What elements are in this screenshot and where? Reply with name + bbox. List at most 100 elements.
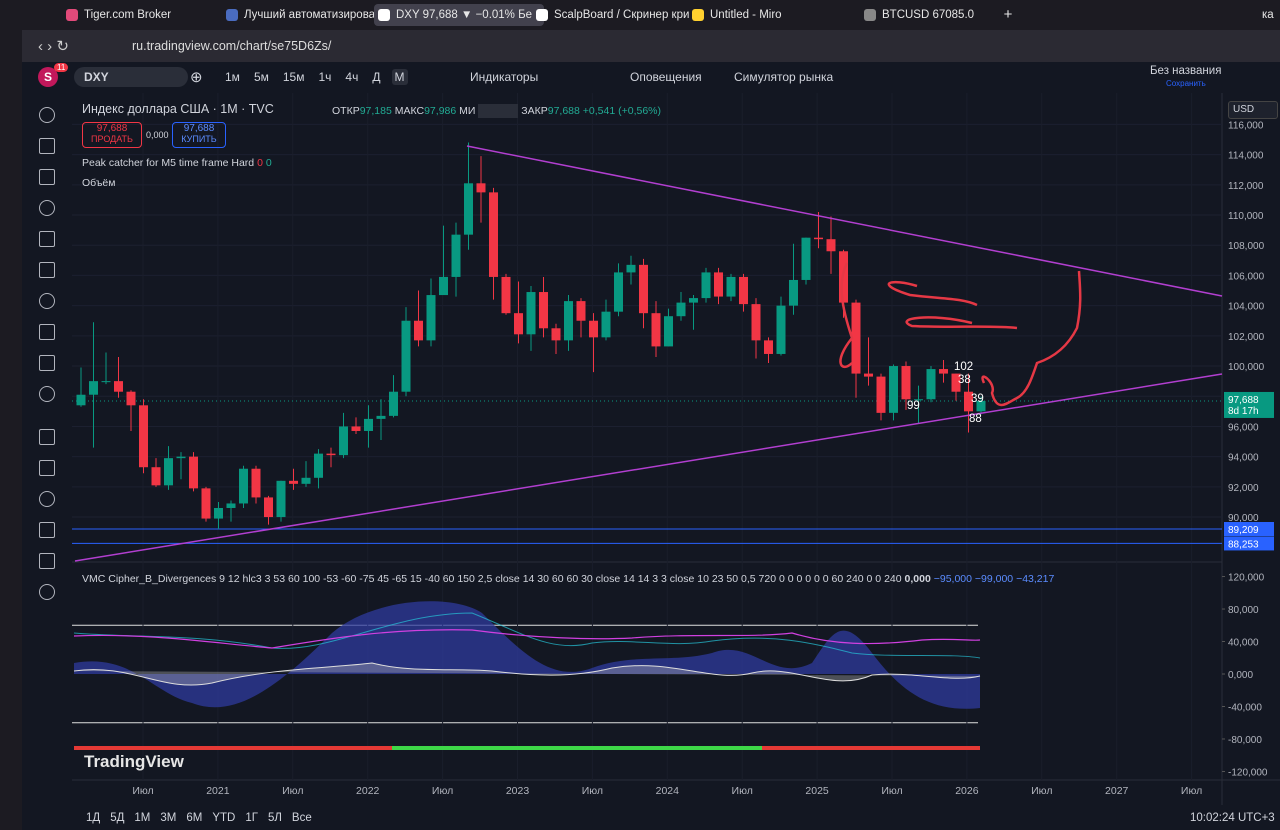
study-value: 0 [265,157,272,169]
browser-sidebar [0,0,22,830]
tab-title: BTCUSD 67085.0 [882,9,975,21]
trend-line [74,373,1223,562]
nav-buttons[interactable]: ‹ › ↻ [38,38,69,55]
indicators-button[interactable]: Индикаторы [470,70,539,84]
candle-body [426,295,436,341]
ohlc-value: 97,185 [359,104,392,117]
buy-button[interactable]: 97,688 КУПИТЬ [172,122,226,148]
range-button[interactable]: 5Л [267,812,282,824]
candle-body [689,298,698,303]
compare[interactable]: ⊕ [190,69,203,86]
avatar[interactable]: S [38,67,58,87]
candle-body [926,369,936,400]
range-button[interactable]: 5Д [110,812,125,824]
tool-icon[interactable] [39,584,55,600]
candle-body [701,272,711,299]
tool-icon[interactable] [39,138,55,154]
range-button[interactable]: 1Д [86,812,101,824]
tab-title: ScalpBoard / Скринер кри [554,9,690,21]
interval-button[interactable]: 4ч [345,70,359,84]
replay-button[interactable]: Симулятор рынка [734,70,834,84]
tool-icon[interactable] [39,460,55,476]
symbol-search[interactable]: DXY [74,67,188,87]
tab[interactable]: Tiger.com Broker [62,4,234,26]
interval-button[interactable]: 15м [282,70,305,84]
tool-icon[interactable] [39,386,55,402]
save-label[interactable]: Сохранить [1166,79,1206,88]
candle-body [576,301,586,321]
candle-annotation: 99 [907,400,920,412]
candle-body [914,399,923,401]
candle-body [501,276,511,314]
indicator-tick-label: 120,000 [1228,573,1265,584]
time-tick-label: 2022 [356,785,380,797]
candle-body [626,264,636,273]
candle-body [151,467,161,486]
candle-body [739,276,748,305]
tab[interactable]: ScalpBoard / Скринер кри [532,4,702,26]
tool-icon[interactable] [39,491,55,507]
candle-body [214,507,223,519]
candle-body [139,405,148,468]
tool-icon[interactable] [39,169,55,185]
candle-body [251,468,261,498]
interval-button[interactable]: 1м [225,70,240,84]
legend-title: Индекс доллара США · 1М · TVC [82,102,274,116]
new-tab[interactable]: + [1003,6,1013,23]
tab-title: Tiger.com Broker [84,9,172,21]
indicator-value: −95,000 [933,573,972,585]
price-tick-label: 90,000 [1228,513,1259,524]
candle-annotation: 39 [971,393,984,405]
range-button[interactable]: Все [291,812,312,824]
legend: Индекс доллара США · 1М · TVC [82,102,274,116]
currency-select[interactable]: USD [1228,101,1278,119]
sell-button[interactable]: 97,688 ПРОДАТЬ [82,122,142,148]
url[interactable]: ru.tradingview.com/chart/se75D6Zs/ [132,39,332,53]
candle-body [976,400,986,412]
range-button[interactable]: 6М [186,812,203,824]
hand-drawing [887,280,978,307]
tab[interactable]: DXY 97,688 ▼ −0.01% Бе [374,4,544,26]
layout-name[interactable]: Без названия [1150,65,1222,77]
tool-icon[interactable] [39,355,55,371]
candle-body [564,301,573,341]
interval-button[interactable]: 5м [253,70,269,84]
interval-button[interactable]: 1ч [318,70,332,84]
price-tick-label: 102,000 [1228,332,1265,343]
tool-icon[interactable] [39,231,55,247]
tab[interactable]: BTCUSD 67085.0 [860,4,1012,26]
profile[interactable]: ка [1262,9,1274,21]
range-button[interactable]: 3М [160,812,177,824]
hand-drawing [981,270,1082,407]
tab[interactable]: Untitled - Miro [688,4,850,26]
range-button[interactable]: YTD [212,812,236,824]
last-price-badge [1224,391,1274,418]
tool-icon[interactable] [39,429,55,445]
tab-title: Untitled - Miro [710,9,782,21]
alerts-button[interactable]: Оповещения [630,70,702,84]
price-tick-label: 106,000 [1228,271,1265,282]
range-button[interactable]: 1Г [245,812,258,824]
hand-drawing [839,262,854,369]
tool-icon[interactable] [39,262,55,278]
price-tick-label: 110,000 [1228,211,1264,222]
tool-icon[interactable] [39,107,55,123]
candle-body [164,458,173,486]
range-button[interactable]: 1М [134,812,151,824]
interval-button[interactable]: Д [372,70,381,84]
candle-body [789,279,798,306]
price-tick-label: 92,000 [1228,483,1259,494]
candle-body [451,234,461,277]
tool-icon[interactable] [39,324,55,340]
watermark: TradingView [84,752,184,771]
tool-icon[interactable] [39,200,55,216]
indicator-waves [73,601,981,750]
tool-icon[interactable] [39,293,55,309]
ohlc-value: 97,986 [424,104,457,117]
tool-icon[interactable] [39,553,55,569]
last-price-label: 97,688 [1228,395,1259,406]
tool-icon[interactable] [39,522,55,538]
tab[interactable]: Лучший автоматизирован [222,4,384,26]
candle-body [176,456,186,459]
interval-button[interactable]: М [391,69,408,85]
